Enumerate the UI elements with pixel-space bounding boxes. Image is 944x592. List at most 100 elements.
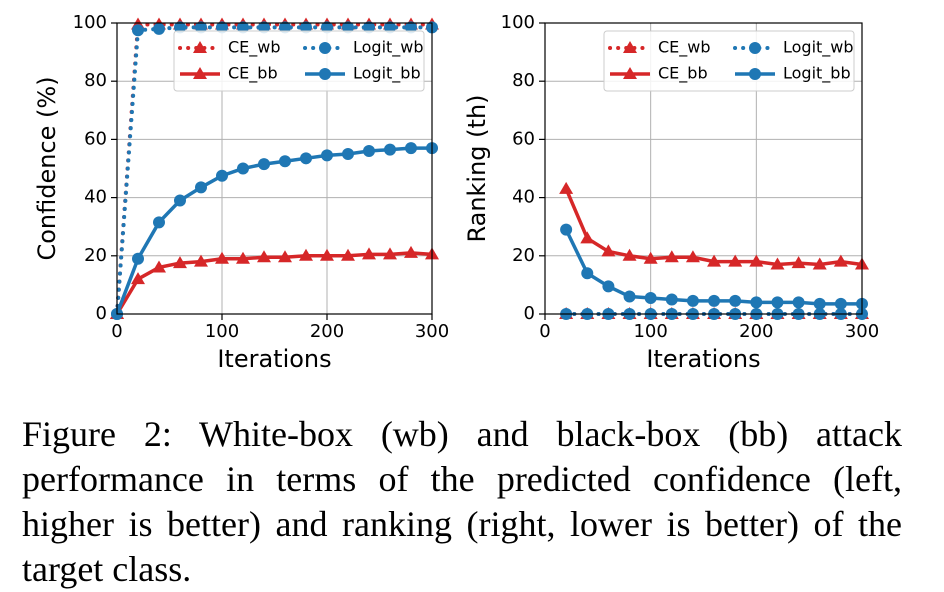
marker <box>193 67 207 79</box>
y-tick-label: 20 <box>84 245 107 266</box>
marker <box>707 254 722 267</box>
y-tick-label: 0 <box>524 303 535 324</box>
marker <box>729 294 742 307</box>
marker <box>623 290 636 303</box>
marker <box>405 21 417 34</box>
marker <box>601 244 616 257</box>
marker <box>132 24 144 37</box>
marker <box>237 21 249 34</box>
marker <box>216 169 228 182</box>
marker <box>341 248 355 261</box>
y-tick-label: 0 <box>96 303 107 324</box>
marker <box>685 250 700 263</box>
marker <box>152 260 166 273</box>
marker <box>750 296 763 309</box>
marker <box>749 254 764 267</box>
marker <box>771 296 784 309</box>
y-tick-label: 80 <box>512 70 535 91</box>
y-tick-label: 20 <box>512 245 535 266</box>
legend-label: Logit_bb <box>353 64 421 84</box>
caption: Figure 2: White-box (wb) and black-box (… <box>22 414 902 589</box>
marker <box>363 145 375 158</box>
x-tick-label: 300 <box>415 321 449 342</box>
x-axis-label: Iterations <box>646 345 760 373</box>
marker <box>363 21 375 34</box>
marker <box>131 272 145 285</box>
marker <box>321 21 333 34</box>
marker <box>174 194 186 207</box>
legend-label: CE_bb <box>658 64 708 84</box>
y-axis-label: Ranking (th) <box>463 94 491 242</box>
x-axis-label: Iterations <box>217 345 331 373</box>
marker <box>602 280 615 293</box>
y-tick-label: 40 <box>512 187 535 208</box>
marker <box>560 223 573 236</box>
marker <box>812 257 827 270</box>
marker <box>279 21 291 34</box>
x-tick-label: 300 <box>845 321 879 342</box>
marker <box>708 294 721 307</box>
y-tick-label: 100 <box>73 12 107 33</box>
marker <box>664 250 679 263</box>
marker <box>813 297 826 310</box>
legend-box <box>173 30 425 92</box>
marker <box>153 216 165 229</box>
marker <box>362 247 376 260</box>
marker <box>279 155 291 168</box>
marker <box>319 42 331 54</box>
marker <box>644 291 657 304</box>
marker <box>383 247 397 260</box>
marker <box>686 294 699 307</box>
marker <box>404 245 418 258</box>
marker <box>749 42 761 54</box>
marker <box>342 147 354 160</box>
legend-label: Logit_wb <box>783 38 854 58</box>
marker <box>236 251 250 264</box>
marker <box>300 152 312 165</box>
marker <box>384 143 396 156</box>
marker <box>153 22 165 35</box>
x-tick-label: 0 <box>539 321 550 342</box>
marker <box>622 248 637 261</box>
marker <box>195 181 207 194</box>
marker <box>770 257 785 270</box>
marker <box>215 251 229 264</box>
marker <box>791 256 806 269</box>
marker <box>623 41 637 53</box>
series-line <box>115 146 432 315</box>
marker <box>194 254 208 267</box>
marker <box>132 252 144 265</box>
legend-label: Logit_wb <box>353 38 424 58</box>
marker <box>321 149 333 162</box>
y-tick-label: 60 <box>512 128 535 149</box>
marker <box>665 293 678 306</box>
marker <box>581 267 594 280</box>
legend-box <box>603 30 855 92</box>
marker <box>728 254 743 267</box>
y-tick-label: 80 <box>84 70 107 91</box>
marker <box>193 41 207 53</box>
marker <box>278 250 292 263</box>
series-line <box>115 251 433 315</box>
marker <box>749 68 761 80</box>
marker <box>834 297 847 310</box>
x-tick-label: 100 <box>205 321 239 342</box>
x-tick-label: 100 <box>633 321 667 342</box>
axes-frame <box>544 22 863 315</box>
legend-label: CE_wb <box>658 38 711 58</box>
marker <box>300 21 312 34</box>
marker <box>174 21 186 34</box>
marker <box>559 181 574 194</box>
marker <box>580 231 595 244</box>
marker <box>320 248 334 261</box>
marker <box>319 68 331 80</box>
marker <box>257 250 271 263</box>
marker <box>833 254 848 267</box>
series-line <box>115 25 434 316</box>
marker <box>173 256 187 269</box>
x-tick-label: 0 <box>111 321 122 342</box>
marker <box>643 251 658 264</box>
legend-label: CE_wb <box>228 38 281 58</box>
y-axis-label: Confidence (%) <box>33 76 61 260</box>
